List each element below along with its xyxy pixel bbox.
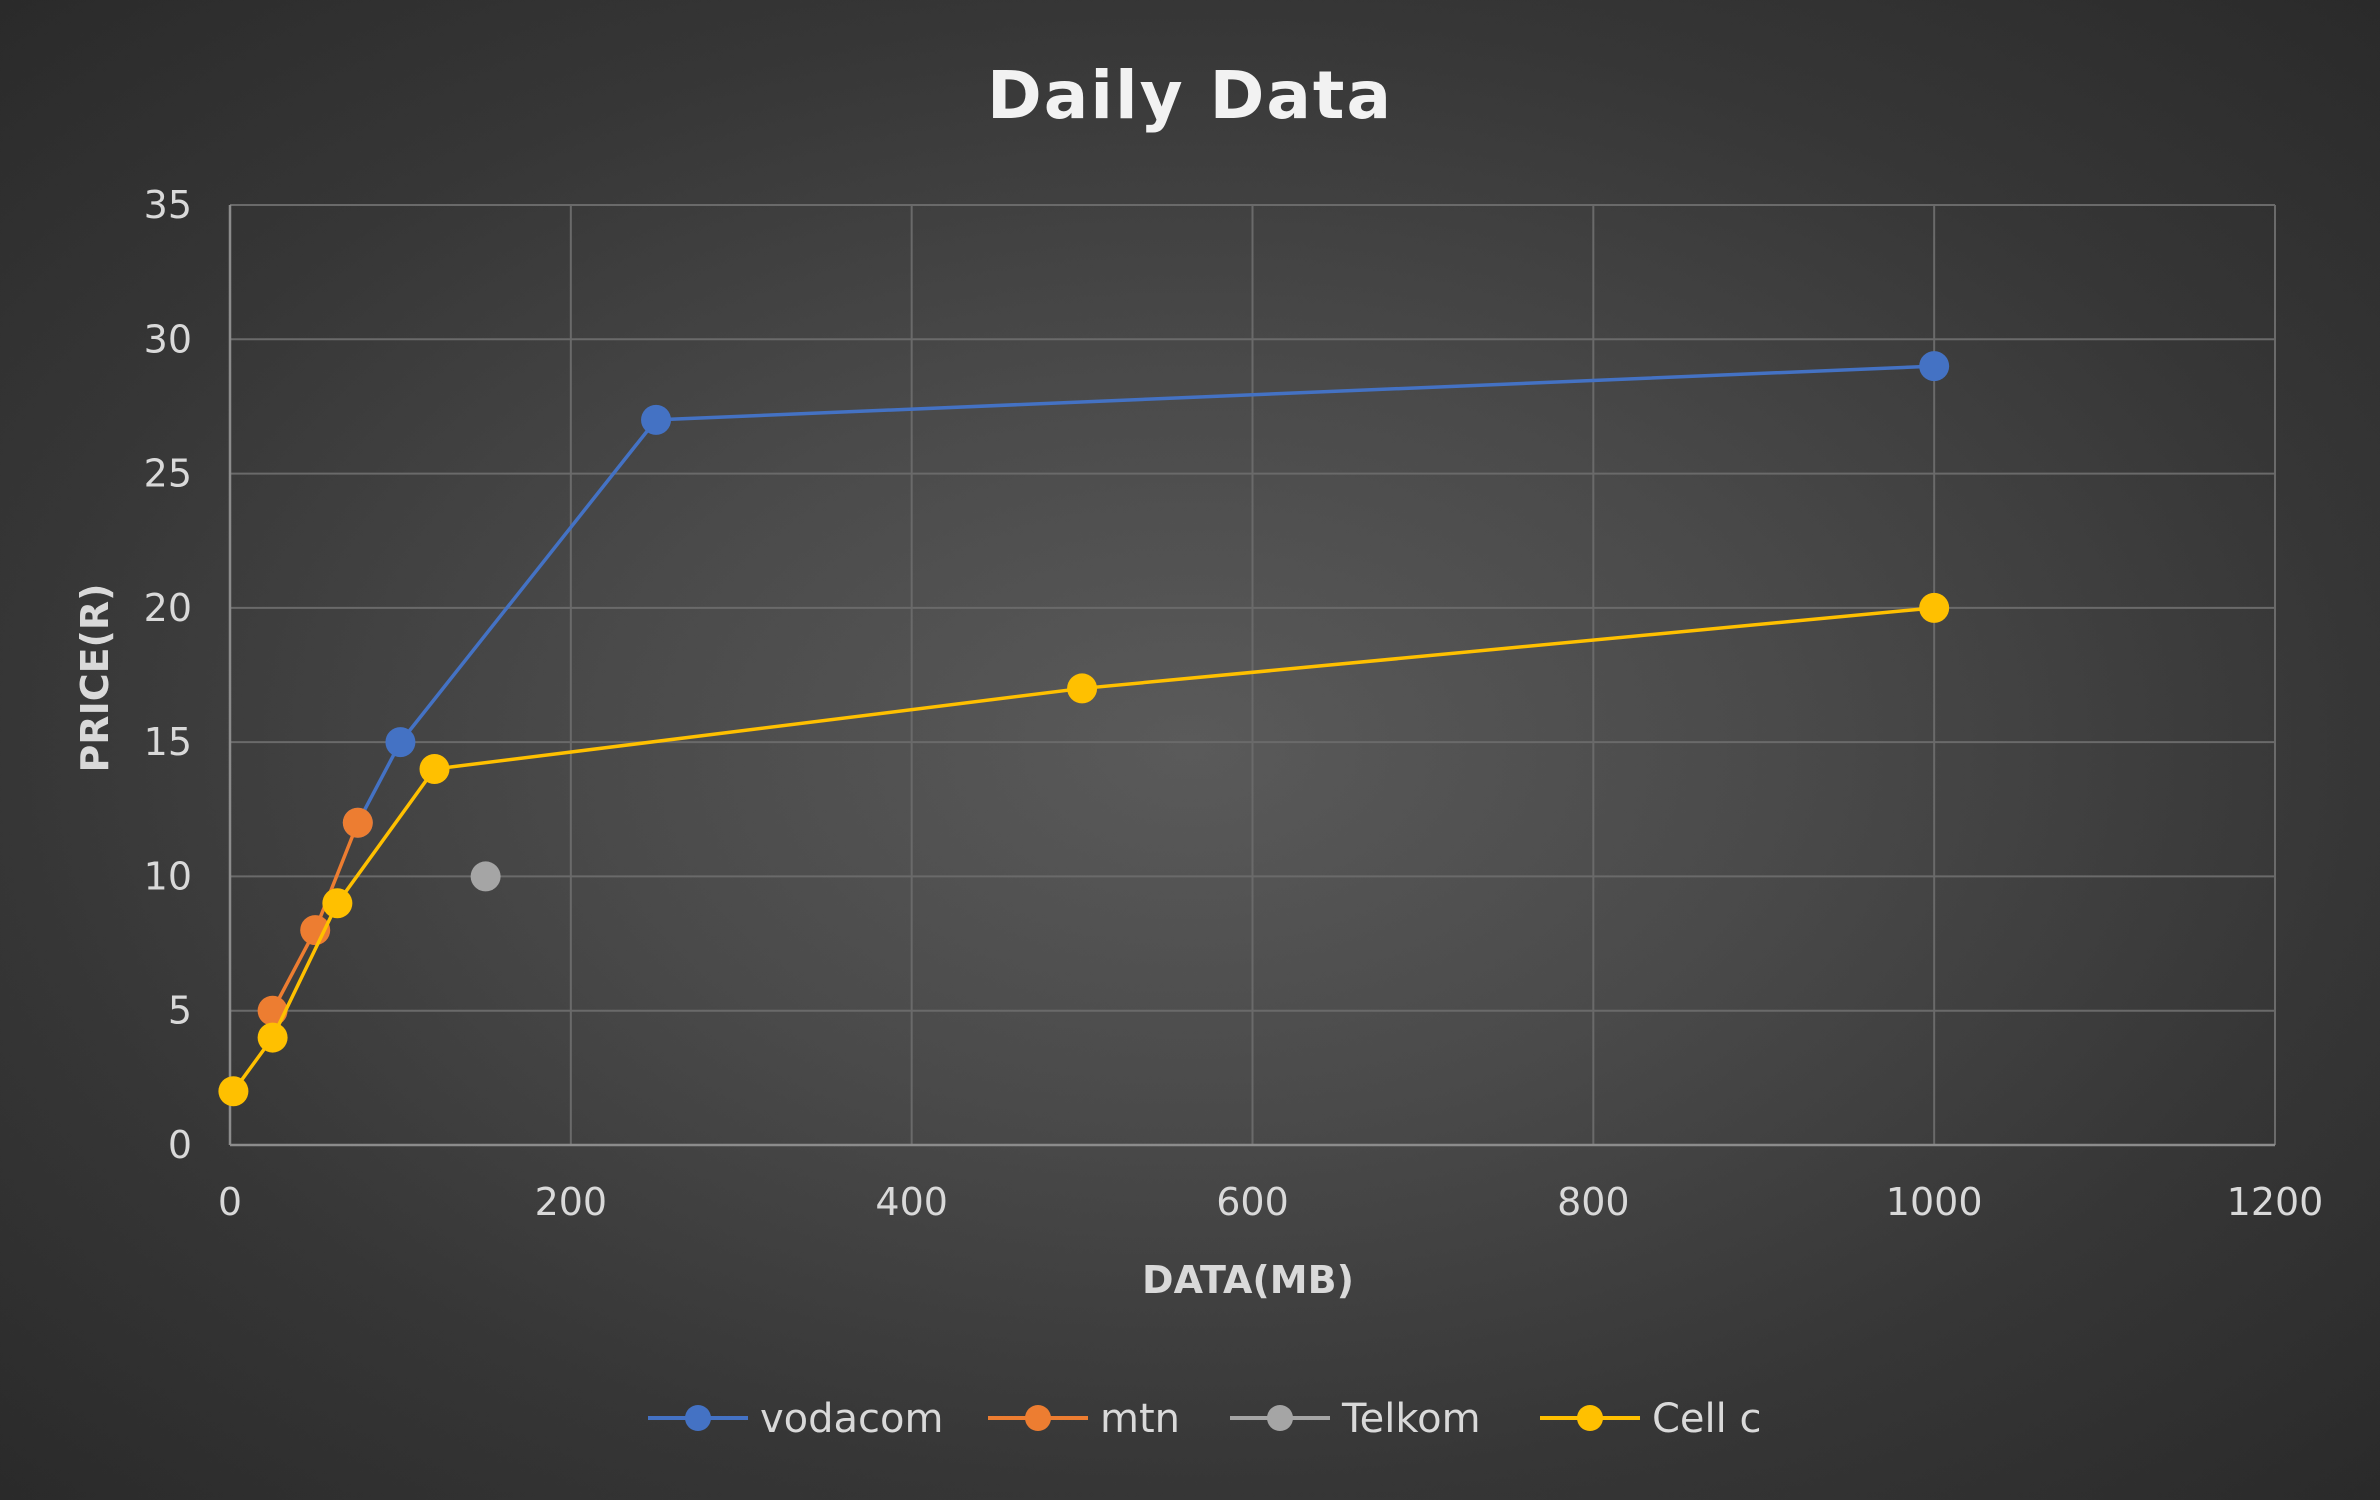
series-cell-c bbox=[218, 592, 1950, 1107]
data-point bbox=[342, 807, 373, 838]
legend-marker bbox=[1577, 1405, 1603, 1431]
chart-title: Daily Data bbox=[987, 57, 1393, 134]
data-point bbox=[257, 1022, 288, 1053]
y-tick-label: 0 bbox=[168, 1123, 192, 1167]
gridlines bbox=[230, 204, 2276, 1145]
series bbox=[218, 351, 1950, 1107]
axes bbox=[228, 205, 2275, 1147]
y-tick-label: 5 bbox=[168, 989, 192, 1033]
data-point bbox=[322, 888, 353, 919]
data-point bbox=[470, 861, 501, 892]
data-point bbox=[385, 727, 416, 758]
data-point bbox=[257, 995, 288, 1026]
y-axis-title: PRICE(R) bbox=[73, 583, 117, 772]
data-point bbox=[419, 754, 450, 784]
y-tick-label: 35 bbox=[144, 183, 192, 227]
series-vodacom bbox=[342, 351, 1950, 838]
data-point bbox=[218, 1076, 249, 1107]
y-tick-label: 30 bbox=[144, 317, 192, 361]
legend-entry-vodacom: vodacom bbox=[648, 1396, 943, 1442]
x-axis-title: DATA(MB) bbox=[1142, 1258, 1354, 1302]
x-tick-label: 1000 bbox=[1886, 1180, 1983, 1224]
series-line bbox=[356, 364, 1935, 824]
y-tick-label: 15 bbox=[144, 720, 192, 764]
tick-labels: 0 5 10 15 20 25 30 35 0 200 400 600 800 1000 1200 bbox=[144, 183, 2324, 1224]
y-tick-label: 25 bbox=[144, 452, 192, 496]
x-tick-label: 0 bbox=[218, 1180, 242, 1224]
legend-entry-telkom: Telkom bbox=[1230, 1396, 1481, 1442]
legend-label: Cell c bbox=[1652, 1396, 1761, 1442]
legend-label: Telkom bbox=[1341, 1396, 1481, 1442]
legend-marker bbox=[685, 1405, 711, 1431]
legend: vodacom mtn Telkom Cell c bbox=[648, 1396, 1761, 1442]
x-tick-label: 1200 bbox=[2227, 1180, 2324, 1224]
x-tick-label: 600 bbox=[1216, 1180, 1289, 1224]
y-tick-label: 20 bbox=[144, 586, 192, 630]
data-point bbox=[641, 404, 672, 435]
series-mtn bbox=[257, 807, 373, 1026]
legend-entry-cell-c: Cell c bbox=[1540, 1396, 1761, 1442]
legend-label: mtn bbox=[1100, 1396, 1180, 1442]
data-point bbox=[1919, 592, 1950, 623]
legend-marker bbox=[1025, 1405, 1051, 1431]
data-point bbox=[1067, 673, 1098, 704]
y-tick-label: 10 bbox=[144, 854, 192, 898]
data-point bbox=[1919, 351, 1950, 382]
x-tick-label: 400 bbox=[875, 1180, 948, 1224]
series-telkom bbox=[470, 861, 501, 892]
x-tick-label: 200 bbox=[535, 1180, 608, 1224]
legend-entry-mtn: mtn bbox=[988, 1396, 1180, 1442]
legend-label: vodacom bbox=[760, 1396, 943, 1442]
x-tick-label: 800 bbox=[1557, 1180, 1630, 1224]
legend-marker bbox=[1267, 1405, 1293, 1431]
